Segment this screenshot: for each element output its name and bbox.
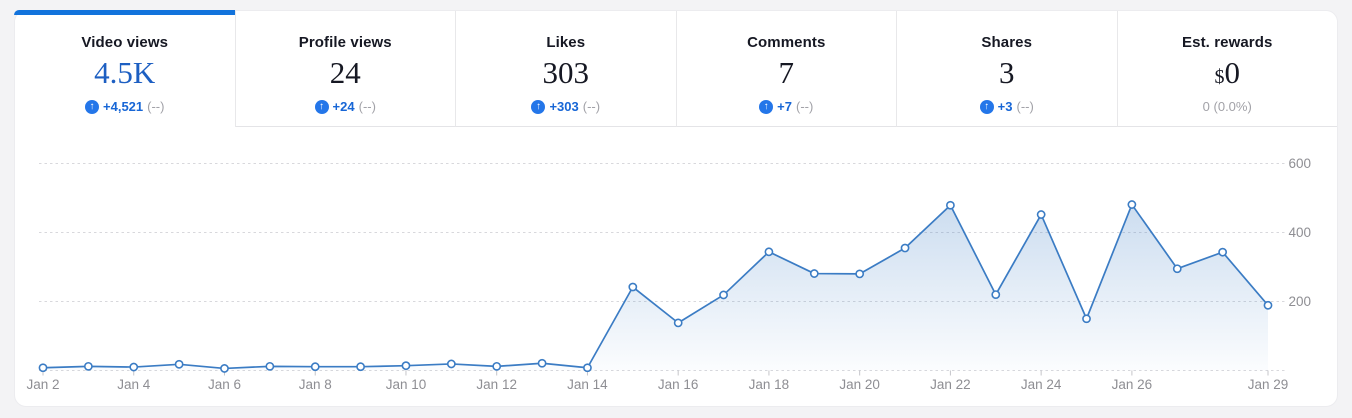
tab-profile-views[interactable]: Profile views 24 +24 (--): [235, 11, 456, 127]
up-arrow-icon: [314, 99, 329, 114]
metric-value: 24: [330, 55, 361, 95]
x-axis-label: Jan 8: [299, 377, 332, 392]
data-point-marker[interactable]: [38, 363, 48, 373]
metric-delta: +24 (--): [314, 99, 376, 114]
chart-canvas[interactable]: 200 400 600 Jan 2 Jan 4 Jan 6 Jan 8 Jan 10 Jan 1…: [15, 127, 1339, 408]
delta-note: (--): [796, 99, 814, 114]
delta-note: (--): [1016, 99, 1034, 114]
active-tab-indicator: [14, 10, 235, 15]
tab-label: Shares: [981, 34, 1033, 51]
x-axis-label: Jan 16: [658, 377, 699, 392]
x-axis-label: Jan 18: [749, 377, 790, 392]
y-axis-label: 600: [1288, 156, 1311, 171]
data-point-marker[interactable]: [129, 362, 139, 372]
metric-delta: +3 (--): [979, 99, 1034, 114]
up-arrow-icon: [979, 99, 994, 114]
tab-likes[interactable]: Likes 303 +303 (--): [456, 11, 677, 127]
metric-value: 7: [779, 55, 795, 95]
analytics-overview-card: Video views 4.5K +4,521 (--) Profile vie…: [14, 10, 1338, 407]
metric-delta: 0 (0.0%): [1203, 99, 1252, 114]
data-point-marker[interactable]: [401, 361, 411, 371]
tab-label: Likes: [546, 34, 586, 51]
delta-note: (--): [147, 99, 165, 114]
delta-value: +3: [997, 99, 1013, 114]
data-point-marker[interactable]: [991, 290, 1001, 299]
metric-value-text: 24: [329, 55, 361, 90]
metric-value: 3: [999, 55, 1015, 95]
data-point-marker[interactable]: [1263, 300, 1273, 310]
data-point-marker[interactable]: [583, 363, 592, 373]
metric-value-text: 3: [999, 55, 1015, 90]
data-point-marker[interactable]: [83, 361, 93, 371]
metric-value-text: 0: [1224, 55, 1241, 90]
delta-note: 0 (0.0%): [1202, 99, 1252, 114]
delta-value: +303: [549, 99, 579, 114]
data-point-marker[interactable]: [1036, 210, 1046, 219]
data-point-marker[interactable]: [537, 358, 547, 368]
video-views-line-chart[interactable]: 200 400 600 Jan 2 Jan 4 Jan 6 Jan 8 Jan 10 Jan 1…: [15, 127, 1339, 408]
data-point-marker[interactable]: [764, 247, 774, 257]
metric-value: 303: [543, 55, 590, 95]
tab-label: Est. rewards: [1182, 34, 1273, 51]
data-point-marker[interactable]: [809, 269, 819, 278]
x-axis-label: Jan 12: [476, 377, 517, 392]
data-point-marker[interactable]: [1218, 247, 1228, 257]
delta-note: (--): [582, 99, 601, 114]
up-arrow-icon: [759, 99, 774, 114]
delta-value: +24: [332, 99, 355, 114]
x-axis-label: Jan 10: [386, 377, 427, 392]
tab-label: Profile views: [298, 34, 392, 51]
metric-value: 4.5K: [94, 55, 155, 95]
delta-note: (--): [358, 99, 376, 114]
data-point-marker[interactable]: [946, 200, 955, 210]
tab-label: Video views: [81, 34, 169, 51]
x-axis-label: Jan 26: [1112, 377, 1153, 392]
tab-shares[interactable]: Shares 3 +3 (--): [897, 11, 1118, 127]
data-point-marker[interactable]: [220, 364, 229, 373]
data-point-marker[interactable]: [1082, 314, 1091, 324]
x-axis-label: Jan 24: [1021, 377, 1062, 392]
data-point-marker[interactable]: [492, 361, 502, 371]
tab-est-rewards[interactable]: Est. rewards $0 0 (0.0%): [1117, 11, 1337, 127]
metric-tabs: Video views 4.5K +4,521 (--) Profile vie…: [14, 10, 1337, 127]
data-point-marker[interactable]: [265, 361, 275, 371]
data-point-marker[interactable]: [1127, 200, 1137, 209]
metric-delta: +7 (--): [759, 99, 813, 114]
data-point-marker[interactable]: [356, 362, 365, 372]
data-point-marker[interactable]: [673, 318, 683, 328]
data-point-marker[interactable]: [446, 359, 456, 369]
data-point-marker[interactable]: [855, 269, 865, 279]
currency-prefix: $: [1214, 66, 1225, 88]
data-point-marker[interactable]: [310, 362, 320, 372]
x-axis-label: Jan 4: [117, 377, 151, 392]
up-arrow-icon: [531, 99, 546, 114]
data-point-marker[interactable]: [719, 290, 728, 300]
data-point-marker[interactable]: [900, 243, 910, 253]
x-axis-label: Jan 29: [1248, 377, 1289, 392]
metric-value: $0: [1215, 55, 1241, 95]
y-axis-label: 400: [1288, 225, 1311, 240]
x-axis-label: Jan 22: [930, 377, 971, 392]
metric-delta: +303 (--): [531, 99, 600, 114]
up-arrow-icon: [85, 99, 100, 114]
data-point-marker[interactable]: [628, 282, 638, 292]
tab-comments[interactable]: Comments 7 +7 (--): [676, 11, 897, 127]
x-axis-label: Jan 2: [26, 377, 59, 392]
data-point-marker[interactable]: [174, 359, 184, 369]
data-point-marker[interactable]: [1172, 264, 1182, 274]
x-axis-label: Jan 14: [567, 377, 608, 392]
tab-label: Comments: [747, 34, 826, 51]
metric-value-text: 7: [778, 55, 795, 90]
delta-value: +7: [777, 99, 792, 114]
metric-value-text: 303: [542, 55, 590, 90]
delta-value: +4,521: [103, 99, 144, 114]
tab-video-views[interactable]: Video views 4.5K +4,521 (--): [14, 10, 236, 127]
x-axis-label: Jan 6: [208, 377, 241, 392]
metric-delta: +4,521 (--): [85, 99, 164, 114]
x-axis-label: Jan 20: [839, 377, 880, 392]
y-axis-label: 200: [1288, 294, 1311, 309]
metric-value-text: 4.5K: [94, 55, 156, 90]
